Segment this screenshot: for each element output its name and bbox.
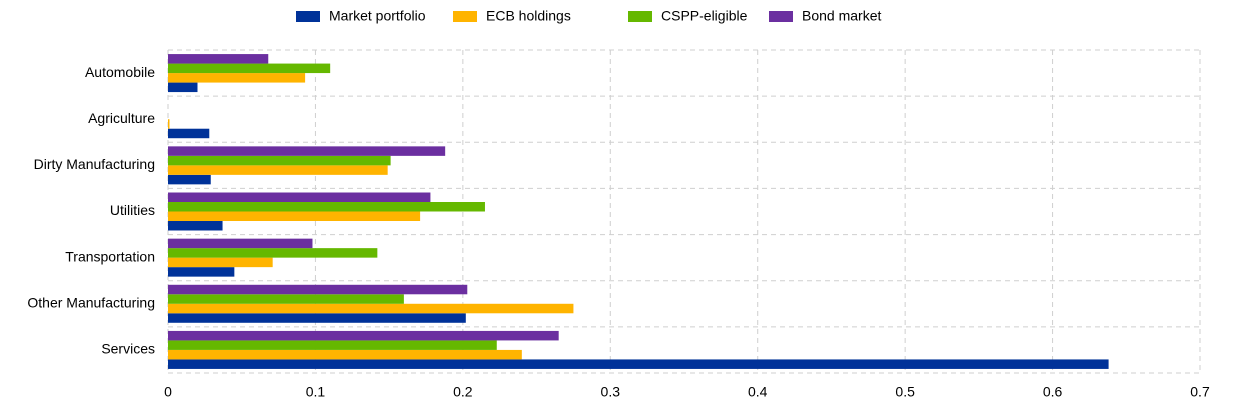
x-tick-label: 0.1 bbox=[306, 384, 326, 400]
bar bbox=[168, 63, 331, 74]
y-tick-label: Services bbox=[101, 341, 155, 357]
bar bbox=[168, 221, 223, 231]
bar bbox=[168, 128, 210, 139]
x-tick-label: 0.2 bbox=[453, 384, 473, 400]
legend-swatch bbox=[453, 11, 477, 22]
bar bbox=[168, 202, 485, 212]
bar bbox=[168, 349, 522, 360]
legend-label: Market portfolio bbox=[329, 8, 426, 24]
bar bbox=[168, 146, 446, 156]
bar bbox=[168, 294, 404, 304]
bar bbox=[168, 211, 421, 221]
bar bbox=[168, 359, 1109, 369]
bar bbox=[168, 82, 198, 93]
legend-swatch bbox=[628, 11, 652, 22]
bar bbox=[168, 303, 574, 314]
legend-label: Bond market bbox=[802, 8, 881, 24]
bar bbox=[168, 340, 497, 350]
legend-label: CSPP-eligible bbox=[661, 8, 748, 24]
x-tick-label: 0.5 bbox=[895, 384, 915, 400]
bar bbox=[168, 165, 388, 175]
y-tick-label: Utilities bbox=[110, 202, 155, 218]
bar bbox=[168, 238, 313, 249]
y-tick-label: Transportation bbox=[65, 248, 155, 264]
y-tick-label: Other Manufacturing bbox=[27, 294, 155, 310]
x-tick-label: 0.7 bbox=[1190, 384, 1210, 400]
y-tick-label: Agriculture bbox=[88, 110, 155, 126]
x-tick-label: 0 bbox=[164, 384, 172, 400]
bar bbox=[168, 267, 235, 277]
y-tick-label: Dirty Manufacturing bbox=[34, 156, 155, 172]
x-tick-label: 0.4 bbox=[748, 384, 768, 400]
x-tick-label: 0.3 bbox=[601, 384, 621, 400]
bar bbox=[168, 73, 306, 83]
y-tick-label: Automobile bbox=[85, 64, 155, 80]
bar bbox=[168, 248, 378, 258]
bar bbox=[168, 54, 269, 64]
bar bbox=[168, 330, 559, 341]
x-tick-label: 0.6 bbox=[1043, 384, 1063, 400]
bar bbox=[168, 284, 468, 295]
legend-label: ECB holdings bbox=[486, 8, 571, 24]
bar bbox=[168, 119, 170, 129]
bar bbox=[168, 257, 273, 268]
legend-swatch bbox=[769, 11, 793, 22]
bar bbox=[168, 313, 466, 323]
legend-swatch bbox=[296, 11, 320, 22]
bar bbox=[168, 155, 391, 166]
bar bbox=[168, 192, 431, 202]
bar bbox=[168, 174, 211, 185]
